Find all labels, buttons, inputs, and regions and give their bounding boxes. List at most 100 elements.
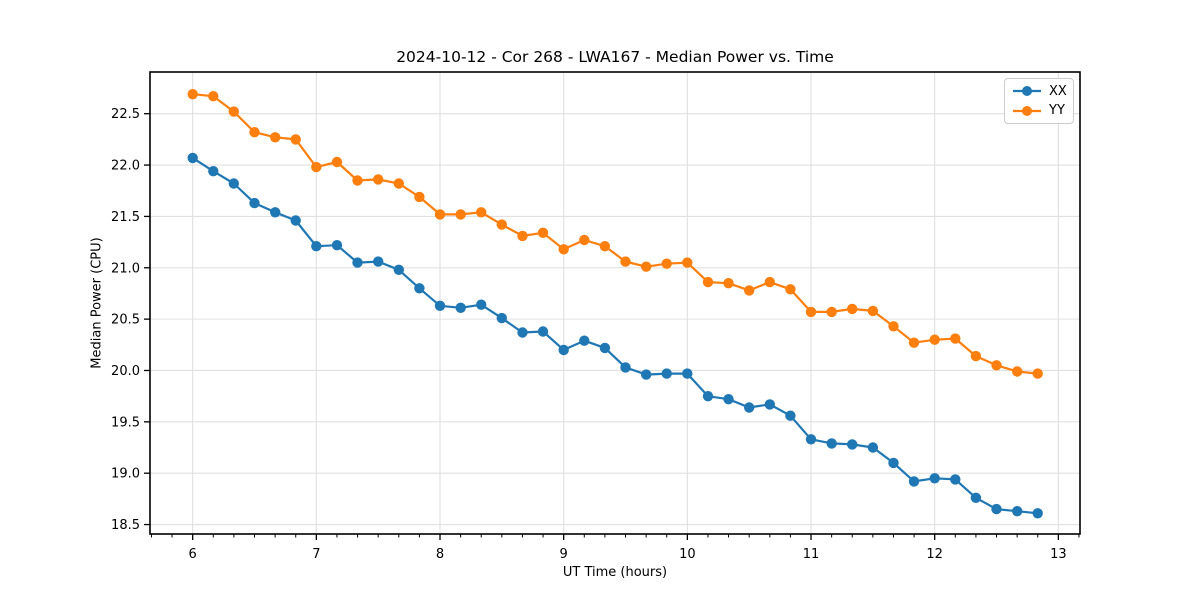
data-point-yy	[249, 127, 260, 138]
data-point-yy	[702, 276, 714, 288]
data-point-yy	[867, 305, 879, 317]
y-tick-label: 20.5	[111, 313, 140, 328]
data-point-xx	[1012, 506, 1023, 517]
axes-border	[149, 71, 1081, 535]
data-point-xx	[476, 299, 487, 310]
data-point-yy	[270, 132, 281, 143]
data-point-xx	[641, 369, 652, 380]
data-point-yy	[764, 276, 775, 288]
data-point-yy	[1032, 368, 1043, 379]
data-point-xx	[517, 327, 528, 338]
data-point-yy	[888, 321, 899, 332]
data-point-yy	[579, 234, 590, 246]
x-tick-label: 7	[312, 547, 320, 562]
data-point-xx	[888, 457, 899, 469]
x-tick-label: 11	[803, 547, 820, 562]
y-tick-label: 21.0	[111, 261, 140, 276]
data-point-xx	[661, 368, 672, 379]
data-point-yy	[970, 350, 982, 362]
data-point-xx	[434, 300, 446, 311]
data-point-yy	[187, 89, 198, 100]
data-point-yy	[785, 284, 796, 295]
data-point-xx	[352, 257, 363, 268]
data-point-yy	[682, 257, 693, 268]
data-point-yy	[434, 209, 446, 220]
data-point-yy	[641, 261, 652, 272]
data-point-xx	[558, 344, 569, 356]
x-tick-label: 9	[560, 547, 568, 562]
data-point-yy	[826, 306, 837, 318]
data-point-xx	[599, 342, 611, 354]
y-tick-label: 22.5	[111, 107, 140, 122]
data-point-xx	[867, 442, 879, 453]
data-point-yy	[331, 156, 343, 168]
data-point-xx	[311, 241, 322, 252]
data-point-xx	[1032, 508, 1043, 519]
data-point-xx	[208, 166, 219, 177]
data-point-xx	[579, 335, 590, 346]
legend: XX YY	[1004, 78, 1074, 124]
legend-swatch-yy-icon	[1013, 105, 1041, 116]
data-point-xx	[950, 474, 961, 485]
data-point-xx	[393, 264, 404, 275]
data-point-xx	[702, 391, 714, 402]
data-point-yy	[476, 207, 487, 218]
data-point-xx	[249, 197, 260, 209]
data-point-xx	[290, 215, 301, 226]
x-tick-label: 8	[436, 547, 444, 562]
data-point-xx	[847, 439, 858, 450]
y-tick-label: 18.5	[111, 518, 140, 533]
data-point-yy	[496, 219, 507, 230]
data-point-xx	[331, 240, 343, 251]
data-point-xx	[929, 473, 940, 484]
x-tick-label: 10	[679, 547, 696, 562]
data-point-yy	[991, 360, 1002, 371]
data-point-xx	[744, 402, 755, 413]
data-point-yy	[661, 258, 672, 269]
y-tick-label: 21.5	[111, 210, 140, 225]
data-point-xx	[228, 178, 239, 189]
x-tick-label: 13	[1050, 547, 1067, 562]
x-tick-label: 6	[189, 547, 197, 562]
data-point-yy	[929, 334, 940, 345]
data-point-yy	[558, 244, 569, 255]
data-point-yy	[311, 161, 322, 173]
data-point-xx	[496, 312, 507, 324]
data-point-yy	[950, 333, 961, 344]
data-point-xx	[537, 326, 549, 337]
data-point-yy	[290, 134, 301, 145]
data-point-xx	[455, 302, 466, 313]
series-line-yy	[192, 93, 1038, 375]
y-tick-label: 22.0	[111, 159, 140, 174]
data-point-yy	[537, 227, 549, 238]
data-point-xx	[187, 152, 198, 164]
x-tick-label: 12	[926, 547, 943, 562]
data-point-yy	[805, 306, 817, 318]
data-point-yy	[373, 174, 384, 185]
series-line-xx	[192, 156, 1038, 515]
data-point-xx	[785, 410, 796, 421]
data-point-xx	[414, 283, 425, 294]
data-point-xx	[723, 394, 734, 405]
data-point-yy	[414, 191, 425, 203]
data-point-xx	[805, 434, 817, 445]
data-point-xx	[991, 503, 1002, 515]
data-point-yy	[847, 303, 858, 315]
legend-label-yy: YY	[1049, 103, 1065, 119]
data-point-yy	[517, 230, 528, 242]
data-point-yy	[208, 91, 219, 102]
data-point-xx	[373, 256, 384, 267]
data-point-yy	[393, 178, 404, 189]
data-point-xx	[908, 476, 920, 487]
data-point-xx	[270, 207, 281, 218]
y-tick-label: 20.0	[111, 364, 140, 379]
data-point-yy	[744, 285, 755, 296]
legend-item-xx: XX	[1012, 82, 1073, 101]
legend-item-yy: YY	[1012, 101, 1073, 120]
data-point-xx	[970, 492, 982, 503]
x-axis-label: UT Time (hours)	[562, 565, 668, 580]
data-point-yy	[620, 256, 631, 267]
y-tick-label: 19.5	[111, 415, 140, 430]
